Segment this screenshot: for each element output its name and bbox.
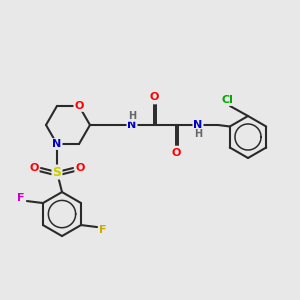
Text: O: O — [171, 148, 181, 158]
Text: O: O — [75, 163, 85, 173]
Text: F: F — [17, 193, 25, 203]
Text: F: F — [99, 225, 107, 235]
Text: O: O — [149, 92, 159, 102]
Text: Cl: Cl — [221, 95, 233, 105]
Text: H: H — [128, 111, 136, 121]
Text: N: N — [52, 139, 62, 149]
Text: S: S — [52, 166, 62, 178]
Text: O: O — [74, 101, 84, 111]
Text: N: N — [128, 120, 136, 130]
Text: O: O — [29, 163, 39, 173]
Text: N: N — [194, 120, 202, 130]
Text: H: H — [194, 129, 202, 139]
